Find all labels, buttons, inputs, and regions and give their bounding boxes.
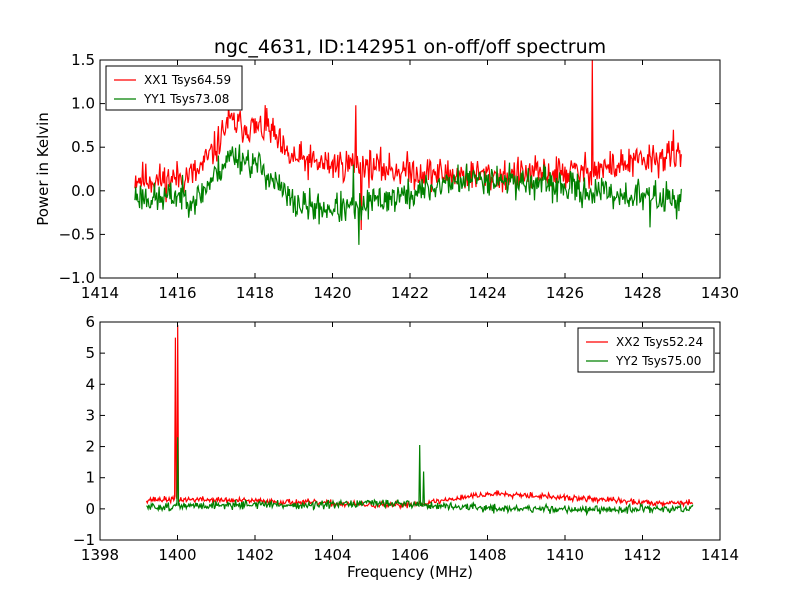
bottom-legend <box>577 327 715 373</box>
bottom-series-line-1 <box>145 325 694 511</box>
bottom-y-tick-label: 5 <box>85 344 95 362</box>
top-x-tick-label: 1428 <box>623 284 661 302</box>
bottom-y-tick-label: −1 <box>73 531 95 549</box>
bottom-y-tick-label: 6 <box>85 313 95 331</box>
top-legend <box>105 65 243 111</box>
top-x-tick-label: 1424 <box>468 284 506 302</box>
bottom-legend-label-2: YY2 Tsys75.00 <box>615 354 701 368</box>
top-legend-label-1: XX1 Tsys64.59 <box>144 73 231 87</box>
bottom-x-tick-label: 1398 <box>81 546 119 564</box>
bottom-x-tick-label: 1404 <box>313 546 351 564</box>
bottom-series-line-2 <box>146 437 694 517</box>
top-y-tick-label: −0.5 <box>59 225 95 243</box>
bottom-x-tick-label: 1412 <box>623 546 661 564</box>
top-x-tick-label: 1418 <box>236 284 274 302</box>
top-y-axis-label: Power in Kelvin <box>34 112 52 226</box>
bottom-y-tick-label: 0 <box>85 500 95 518</box>
bottom-legend-label-1: XX2 Tsys52.24 <box>616 335 703 349</box>
top-series-line-2 <box>134 144 682 245</box>
top-x-tick-label: 1414 <box>81 284 119 302</box>
bottom-x-tick-label: 1406 <box>391 546 429 564</box>
top-x-tick-label: 1426 <box>546 284 584 302</box>
top-y-tick-label: 1.5 <box>71 51 95 69</box>
bottom-y-tick-label: 4 <box>85 375 95 393</box>
bottom-x-tick-label: 1402 <box>236 546 274 564</box>
figure-title: ngc_4631, ID:142951 on-off/off spectrum <box>214 36 606 58</box>
top-x-tick-label: 1422 <box>391 284 429 302</box>
bottom-y-tick-label: 3 <box>85 406 95 424</box>
bottom-x-tick-label: 1408 <box>468 546 506 564</box>
top-x-tick-label: 1430 <box>701 284 739 302</box>
bottom-x-tick-label: 1400 <box>158 546 196 564</box>
top-spectrum-axes: 1414 1416 1418 1420 1422 1424 1426 1428 1430 −1.0… <box>34 51 739 302</box>
top-y-tick-label: −1.0 <box>59 269 95 287</box>
top-y-tick-label: 0.5 <box>71 138 95 156</box>
bottom-y-tick-label: 2 <box>85 438 95 456</box>
bottom-x-axis-label: Frequency (MHz) <box>347 563 473 581</box>
top-legend-label-2: YY1 Tsys73.08 <box>143 92 229 106</box>
top-x-tick-label: 1416 <box>158 284 196 302</box>
bottom-x-tick-label: 1414 <box>701 546 739 564</box>
bottom-y-tick-label: 1 <box>85 469 95 487</box>
top-y-tick-label: 0.0 <box>71 182 95 200</box>
top-x-tick-label: 1420 <box>313 284 351 302</box>
top-y-tick-label: 1.0 <box>71 95 95 113</box>
top-series-line-1 <box>134 60 682 231</box>
bottom-x-tick-label: 1410 <box>546 546 584 564</box>
bottom-spectrum-axes: 1398 1400 1402 1404 1406 1408 1410 1412 1414 −1 0 1… <box>73 313 739 581</box>
